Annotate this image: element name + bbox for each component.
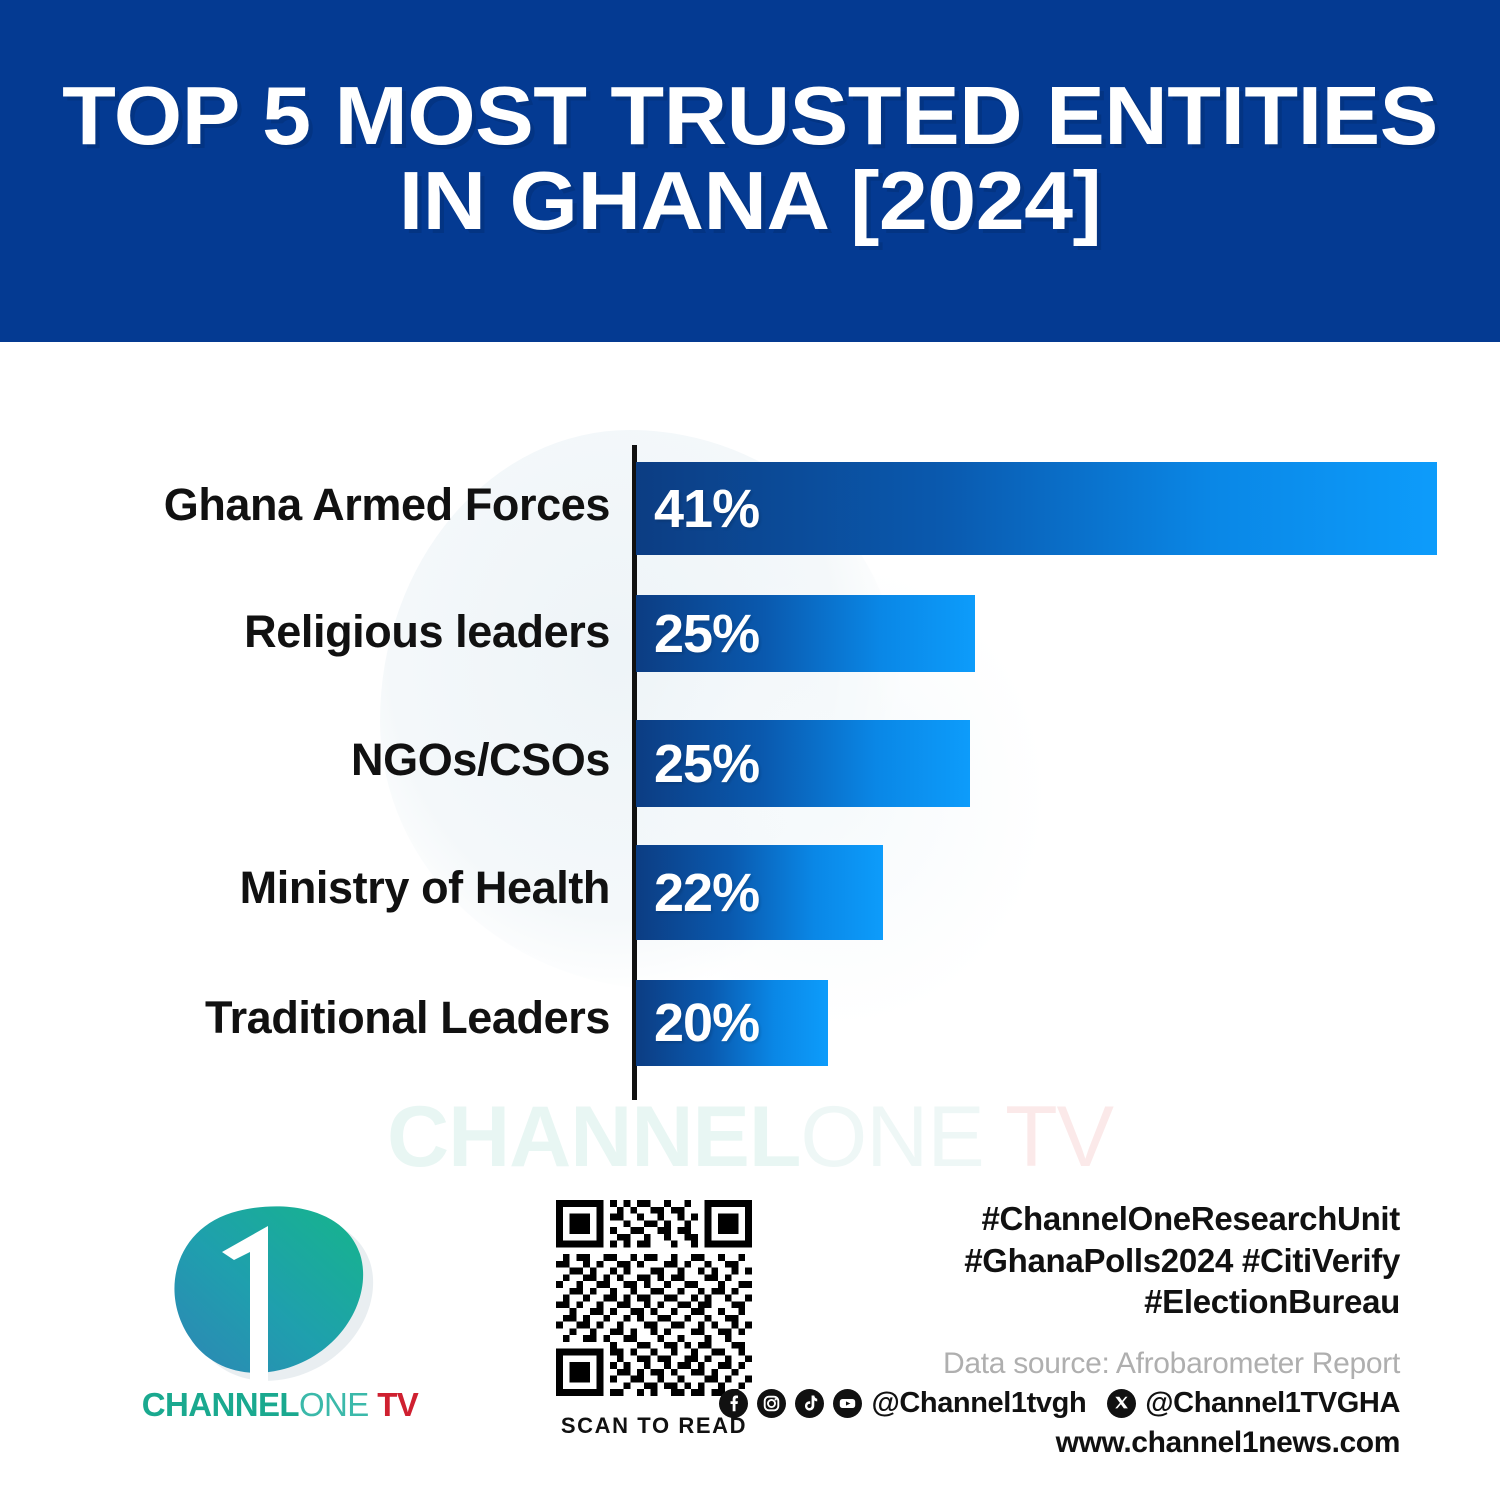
- header-banner: TOP 5 MOST TRUSTED ENTITIES IN GHANA [20…: [0, 0, 1500, 342]
- hashtags-text: #ChannelOneResearchUnit #GhanaPolls2024 …: [964, 1200, 1400, 1321]
- channel-watermark: CHANNELONE TV: [0, 1088, 1500, 1187]
- bar-value-label: 25%: [654, 603, 760, 664]
- logo-word-tv: TV: [368, 1386, 419, 1423]
- instagram-icon[interactable]: [757, 1388, 787, 1418]
- social-handle-primary[interactable]: @Channel1tvgh: [871, 1386, 1087, 1419]
- facebook-icon[interactable]: [719, 1388, 749, 1418]
- x-twitter-icon[interactable]: [1107, 1388, 1137, 1418]
- qr-block[interactable]: SCAN TO READ: [545, 1200, 775, 1439]
- youtube-icon[interactable]: [833, 1388, 863, 1418]
- bar-value-label: 22%: [654, 862, 760, 923]
- data-source-text: Data source: Afrobarometer Report: [943, 1346, 1400, 1380]
- bar-category-label: Traditional Leaders: [204, 992, 610, 1043]
- bar-chart: Ghana Armed Forces 41% Religious leaders…: [0, 342, 1500, 1122]
- logo-wordmark: CHANNELONE TV: [120, 1386, 440, 1424]
- tiktok-icon[interactable]: [795, 1388, 825, 1418]
- watermark-one: ONE: [800, 1089, 984, 1185]
- bar-category-label: Ghana Armed Forces: [163, 479, 611, 530]
- bar-traditional-leaders: 20%: [636, 980, 828, 1066]
- social-handle-x[interactable]: @Channel1TVGHA: [1145, 1386, 1400, 1419]
- watermark-tv: TV: [983, 1089, 1114, 1185]
- bar-category-label: Religious leaders: [244, 606, 610, 657]
- footer-info: #ChannelOneResearchUnit #GhanaPolls2024 …: [719, 1198, 1401, 1460]
- qr-code-icon[interactable]: [545, 1200, 763, 1396]
- bar-value-label: 20%: [654, 993, 760, 1053]
- social-handles-row: @Channel1tvgh @Channel1TVGHA: [719, 1386, 1400, 1420]
- bar-religious-leaders: 25%: [636, 595, 975, 672]
- bar-category-label: NGOs/CSOs: [351, 734, 610, 785]
- logo-word-one: ONE: [298, 1386, 369, 1423]
- page-title: TOP 5 MOST TRUSTED ENTITIES IN GHANA [20…: [62, 69, 1438, 247]
- bar-value-label: 25%: [654, 733, 760, 794]
- bar-ghana-armed-forces: 41%: [636, 462, 1437, 555]
- channel-one-logo: CHANNELONE TV: [120, 1196, 450, 1446]
- chart-axis-line: [632, 445, 637, 1100]
- watermark-channel: CHANNEL: [386, 1089, 801, 1185]
- bar-value-label: 41%: [654, 478, 760, 539]
- website-url[interactable]: www.channel1news.com: [1055, 1425, 1401, 1459]
- qr-caption: SCAN TO READ: [560, 1413, 748, 1438]
- bar-category-label: Ministry of Health: [239, 862, 611, 913]
- logo-word-channel: CHANNEL: [141, 1386, 300, 1423]
- bar-ministry-of-health: 22%: [636, 845, 883, 940]
- logo-mark-icon: [174, 1206, 374, 1382]
- bar-ngos-csos: 25%: [636, 720, 970, 807]
